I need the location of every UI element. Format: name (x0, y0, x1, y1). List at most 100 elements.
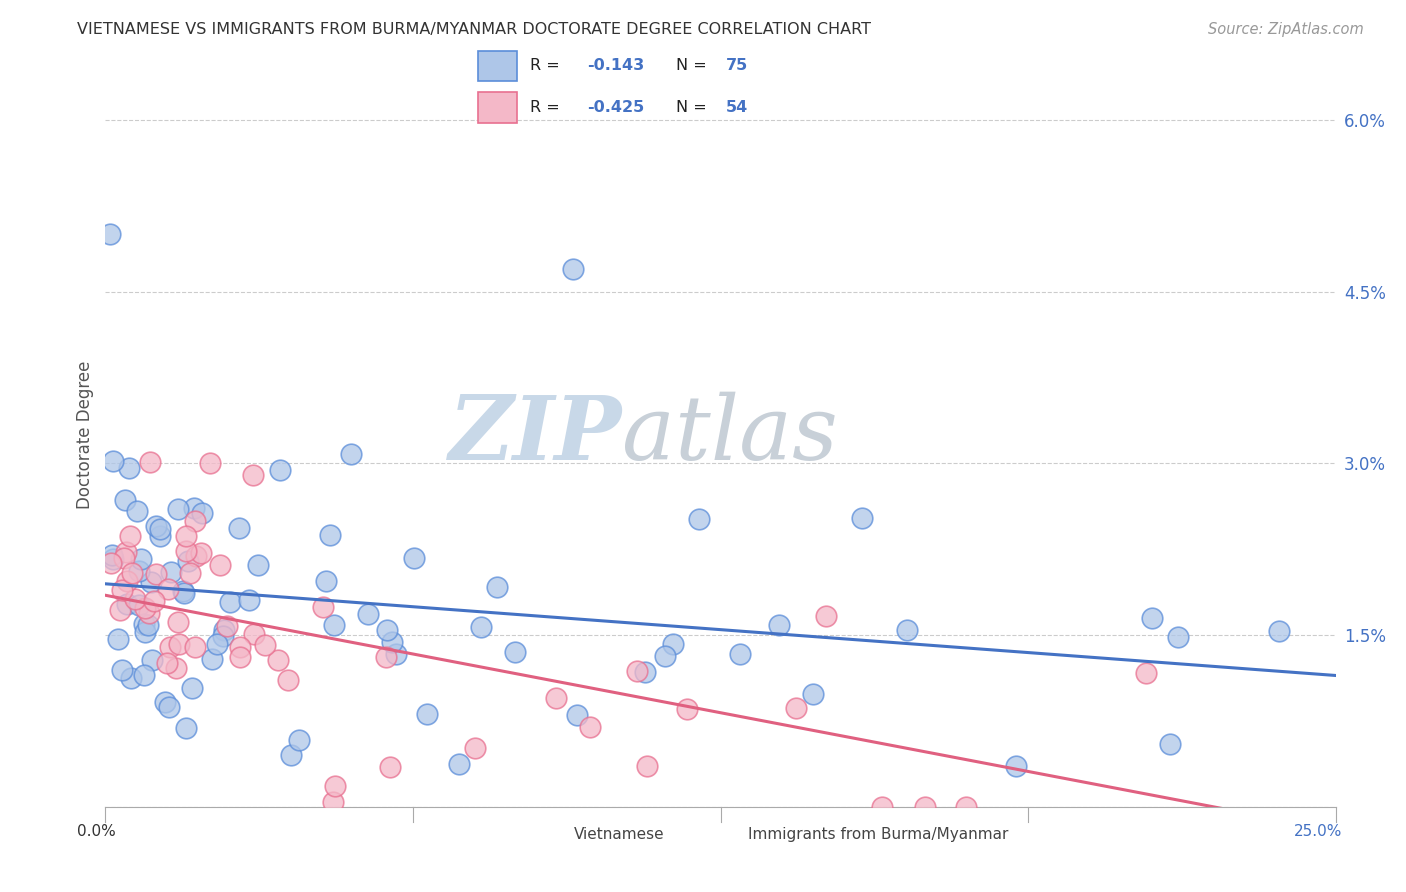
Point (134, 624, 156, 639)
Point (100, 556, 122, 570)
Point (174, 544, 197, 558)
Point (114, 493, 136, 508)
Point (198, 457, 221, 471)
Point (138, 455, 160, 469)
Point (870, 800, 893, 814)
Point (100, 548, 122, 562)
Point (243, 627, 266, 641)
Point (340, 446, 363, 460)
Point (166, 501, 188, 516)
Point (914, 800, 936, 814)
Point (209, 558, 232, 573)
Point (1159, 737, 1181, 751)
Point (173, 585, 195, 599)
Point (177, 554, 200, 568)
Point (768, 618, 790, 632)
Point (896, 623, 918, 637)
Point (277, 673, 299, 688)
Point (319, 528, 342, 542)
Point (380, 760, 402, 774)
Point (416, 707, 439, 722)
Point (159, 640, 181, 655)
Point (636, 758, 658, 772)
Point (103, 552, 125, 566)
Text: Immigrants from Burma/Myanmar: Immigrants from Burma/Myanmar (748, 827, 1008, 842)
Text: atlas: atlas (621, 392, 838, 478)
Point (323, 779, 346, 793)
Point (143, 594, 166, 608)
Point (138, 607, 160, 621)
Text: R =: R = (530, 58, 565, 73)
FancyBboxPatch shape (478, 51, 517, 81)
Point (111, 663, 134, 677)
Point (120, 671, 142, 685)
Point (385, 647, 408, 661)
Point (626, 664, 648, 678)
Point (567, 707, 589, 722)
Point (153, 694, 176, 708)
Point (98, 227, 122, 242)
Point (180, 681, 202, 695)
Point (134, 668, 156, 682)
FancyBboxPatch shape (478, 92, 517, 122)
Point (322, 618, 344, 632)
Point (562, 261, 585, 276)
Point (103, 454, 125, 468)
Point (356, 607, 378, 622)
Point (242, 467, 264, 482)
Point (121, 566, 143, 581)
Text: 75: 75 (725, 58, 748, 73)
Point (1267, 624, 1289, 639)
Point (141, 653, 163, 667)
Point (280, 747, 302, 762)
Point (149, 529, 172, 543)
Point (785, 700, 807, 714)
Point (312, 600, 335, 615)
Point (184, 514, 207, 528)
Point (578, 720, 600, 734)
Point (675, 702, 697, 716)
Point (112, 551, 135, 566)
Point (544, 691, 567, 706)
Point (374, 649, 396, 664)
Point (238, 593, 260, 607)
Point (156, 582, 179, 596)
Point (470, 620, 492, 634)
Point (167, 615, 190, 629)
Point (485, 580, 508, 594)
Point (141, 574, 163, 589)
Text: N =: N = (676, 100, 711, 115)
Point (229, 640, 252, 654)
Point (167, 637, 190, 651)
Point (464, 740, 486, 755)
Point (381, 635, 404, 649)
Point (654, 649, 676, 664)
Point (179, 566, 201, 581)
Point (228, 650, 250, 665)
Point (108, 602, 131, 616)
Point (184, 640, 207, 654)
Text: ZIP: ZIP (449, 392, 621, 478)
Point (288, 732, 311, 747)
Point (1135, 665, 1157, 680)
Point (157, 700, 180, 714)
Point (688, 512, 710, 526)
Point (247, 558, 270, 572)
Point (315, 574, 337, 588)
Text: -0.425: -0.425 (586, 100, 644, 115)
Point (124, 592, 146, 607)
Text: Source: ZipAtlas.com: Source: ZipAtlas.com (1208, 22, 1364, 37)
Point (447, 756, 470, 771)
Point (662, 637, 685, 651)
Text: 54: 54 (725, 100, 748, 115)
Point (205, 637, 228, 651)
Y-axis label: Doctorate Degree: Doctorate Degree (76, 360, 94, 509)
Point (1140, 611, 1163, 625)
Point (134, 617, 156, 632)
Point (851, 511, 873, 525)
Point (117, 597, 139, 611)
Point (176, 721, 198, 735)
Point (125, 504, 148, 518)
Point (955, 800, 977, 814)
Point (375, 623, 398, 637)
